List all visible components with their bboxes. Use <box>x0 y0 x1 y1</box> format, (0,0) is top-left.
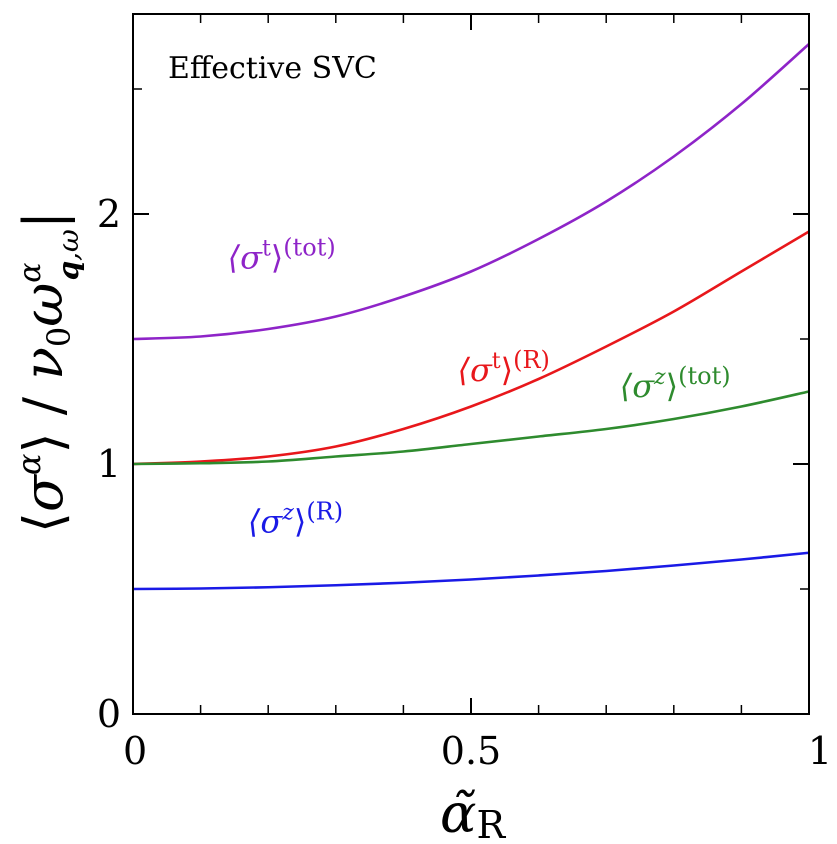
y-tick-label: 0 <box>97 692 121 736</box>
series-line-0 <box>132 43 810 341</box>
y-axis-label: ⟨σα⟩ / ν0ωα q,ω| <box>10 211 85 533</box>
x-tick-labels: 0 0.5 1 <box>123 729 832 773</box>
x-tick-label: 0 <box>123 729 147 773</box>
series-label-0: ⟨σt⟩(tot) <box>228 234 336 277</box>
chart-title: Effective SVC <box>168 51 377 86</box>
series-label-2: ⟨σz⟩(tot) <box>620 362 731 405</box>
series-line-3 <box>132 551 810 591</box>
y-tick-label: 1 <box>97 442 121 486</box>
minor-ticks <box>133 14 809 714</box>
series-labels: ⟨σt⟩(tot) ⟨σt⟩(R) ⟨σz⟩(tot) ⟨σz⟩(R) <box>228 234 731 541</box>
y-tick-labels: 0 1 2 <box>97 192 121 736</box>
series-label-1: ⟨σt⟩(R) <box>457 346 549 389</box>
plot-frame <box>132 13 810 715</box>
y-tick-label: 2 <box>97 192 121 236</box>
series-lines <box>132 43 810 591</box>
series-line-1 <box>132 230 810 466</box>
series-line-2 <box>132 390 810 466</box>
x-tick-label: 1 <box>808 729 832 773</box>
x-tick-label: 0.5 <box>441 729 501 773</box>
series-label-3: ⟨σz⟩(R) <box>248 498 343 541</box>
x-axis-label: α̃R <box>440 782 506 844</box>
